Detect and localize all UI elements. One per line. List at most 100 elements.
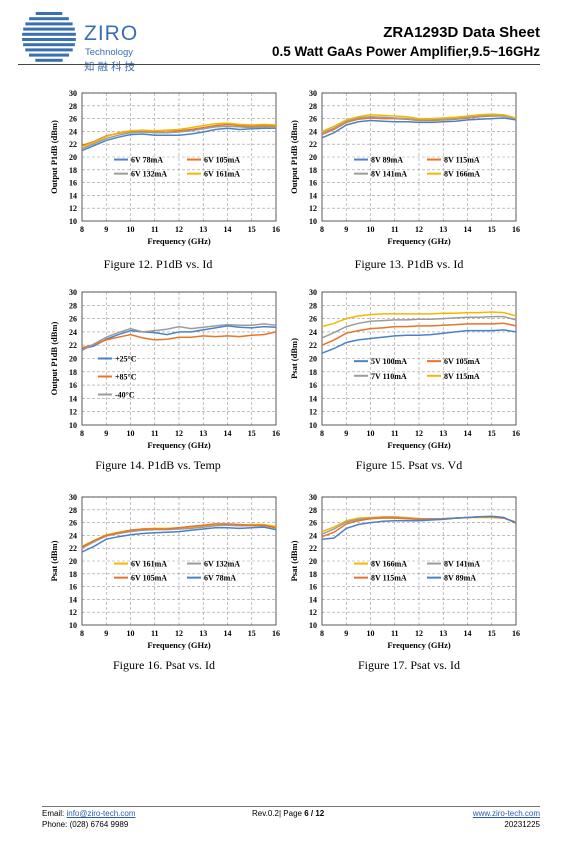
legend-label: -40°C [115,391,135,400]
x-tick-label: 9 [104,429,108,438]
x-tick-label: 12 [415,429,423,438]
x-tick-label: 10 [367,629,375,638]
chart-fig14: 10 12 14 16 18 20 22 24 26 28 30 8 9 10 11 12 13 14 15 16 Fr… [49,288,280,450]
y-tick-label: 10 [309,621,317,630]
y-tick-label: 30 [69,493,77,502]
series-line-3 [321,311,517,328]
x-tick-label: 16 [512,429,520,438]
figure-caption: Figure 13. P1dB vs. Id [354,257,464,271]
x-axis-label: Frequency (GHz) [147,236,211,246]
footer-phone: Phone: (028) 6764 9989 [42,820,128,829]
x-tick-label: 11 [391,629,399,638]
y-tick-label: 10 [309,217,317,226]
x-tick-label: 10 [127,429,135,438]
y-tick-label: 12 [69,608,77,617]
email-link[interactable]: info@ziro-tech.com [66,809,136,818]
y-tick-label: 14 [69,191,77,200]
x-tick-label: 10 [367,225,375,234]
y-tick-label: 14 [69,394,77,403]
x-tick-label: 8 [320,429,324,438]
logo-stripe [28,53,70,57]
figure-caption: Figure 12. P1dB vs. Id [103,257,213,271]
series-line-2 [321,315,517,339]
legend-label: 6V 105mA [204,156,240,165]
x-tick-label: 8 [80,629,84,638]
x-tick-label: 15 [488,225,496,234]
logo-stripe [25,22,73,26]
y-tick-label: 16 [69,381,77,390]
x-tick-label: 15 [488,629,496,638]
x-tick-label: 15 [248,629,256,638]
y-tick-label: 30 [69,89,77,98]
x-tick-label: 13 [199,225,207,234]
plot-frame [81,291,277,426]
legend-label: 8V 115mA [371,574,407,583]
y-tick-label: 30 [69,288,77,297]
y-tick-label: 14 [69,595,77,604]
chart-fig16: 10 12 14 16 18 20 22 24 26 28 30 8 9 10 11 12 13 14 15 16 Fr… [49,493,280,650]
y-axis-label: Psat (dBm) [289,540,299,581]
x-tick-label: 13 [199,629,207,638]
y-tick-label: 26 [69,315,77,324]
footer-page: Rev.0.2| Page 6 / 12 [252,809,324,818]
y-tick-label: 26 [309,315,317,324]
x-tick-label: 16 [272,629,280,638]
x-tick-label: 15 [248,225,256,234]
y-tick-label: 18 [69,570,77,579]
x-axis-label: Frequency (GHz) [147,640,211,650]
x-tick-label: 14 [464,429,472,438]
plot-frame [321,496,517,626]
x-tick-label: 14 [464,225,472,234]
y-tick-label: 24 [309,531,317,540]
legend-label: 6V 105mA [131,574,167,583]
series-line-3 [321,515,517,540]
y-tick-label: 18 [69,368,77,377]
y-tick-label: 20 [69,355,77,364]
y-tick-label: 14 [309,191,317,200]
x-tick-label: 16 [272,225,280,234]
legend-label: 6V 161mA [204,170,240,179]
legend-label: 8V 166mA [444,170,480,179]
x-tick-label: 12 [415,225,423,234]
document-title: ZRA1293D Data Sheet [383,24,540,41]
logo-stripe [23,43,75,47]
ziro-logo-icon [22,12,76,62]
x-tick-label: 14 [224,225,232,234]
legend-label: 6V 161mA [131,560,167,569]
chart-fig17: 10 12 14 16 18 20 22 24 26 28 30 8 9 10 11 12 13 14 15 16 Fr… [289,493,520,650]
y-tick-label: 20 [309,355,317,364]
plot-frame [81,496,277,626]
y-tick-label: 18 [69,166,77,175]
header-divider [18,64,540,65]
y-tick-label: 30 [309,288,317,297]
x-tick-label: 11 [391,225,399,234]
x-tick-label: 16 [512,225,520,234]
x-tick-label: 12 [175,629,183,638]
x-tick-label: 12 [415,629,423,638]
chart-fig13: 10 12 14 16 18 20 22 24 26 28 30 8 9 10 11 12 13 14 15 16 Fr… [289,89,520,246]
x-tick-label: 12 [175,429,183,438]
chart-fig12: 10 12 14 16 18 20 22 24 26 28 30 8 9 10 11 12 13 14 15 16 Fr… [49,89,280,246]
x-tick-label: 14 [224,629,232,638]
y-tick-label: 10 [69,217,77,226]
y-tick-label: 20 [309,557,317,566]
series-line-2 [81,125,277,150]
x-tick-label: 13 [439,429,447,438]
legend-label: 8V 115mA [444,156,480,165]
logo-stripe [35,12,63,15]
y-tick-label: 28 [69,301,77,310]
footer-email: Email: info@ziro-tech.com [42,809,136,818]
x-tick-label: 11 [151,429,159,438]
x-tick-label: 8 [80,429,84,438]
legend-label: 6V 132mA [131,170,167,179]
legend-label: 8V 115mA [444,372,480,381]
series-line-1 [321,322,517,346]
y-tick-label: 12 [309,608,317,617]
y-tick-label: 18 [309,570,317,579]
website-link[interactable]: www.ziro-tech.com [472,809,540,818]
y-axis-label: Output P1dB (dBm) [49,321,59,395]
x-tick-label: 11 [151,225,159,234]
y-tick-label: 30 [309,89,317,98]
x-tick-label: 8 [320,629,324,638]
y-tick-label: 16 [309,179,317,188]
